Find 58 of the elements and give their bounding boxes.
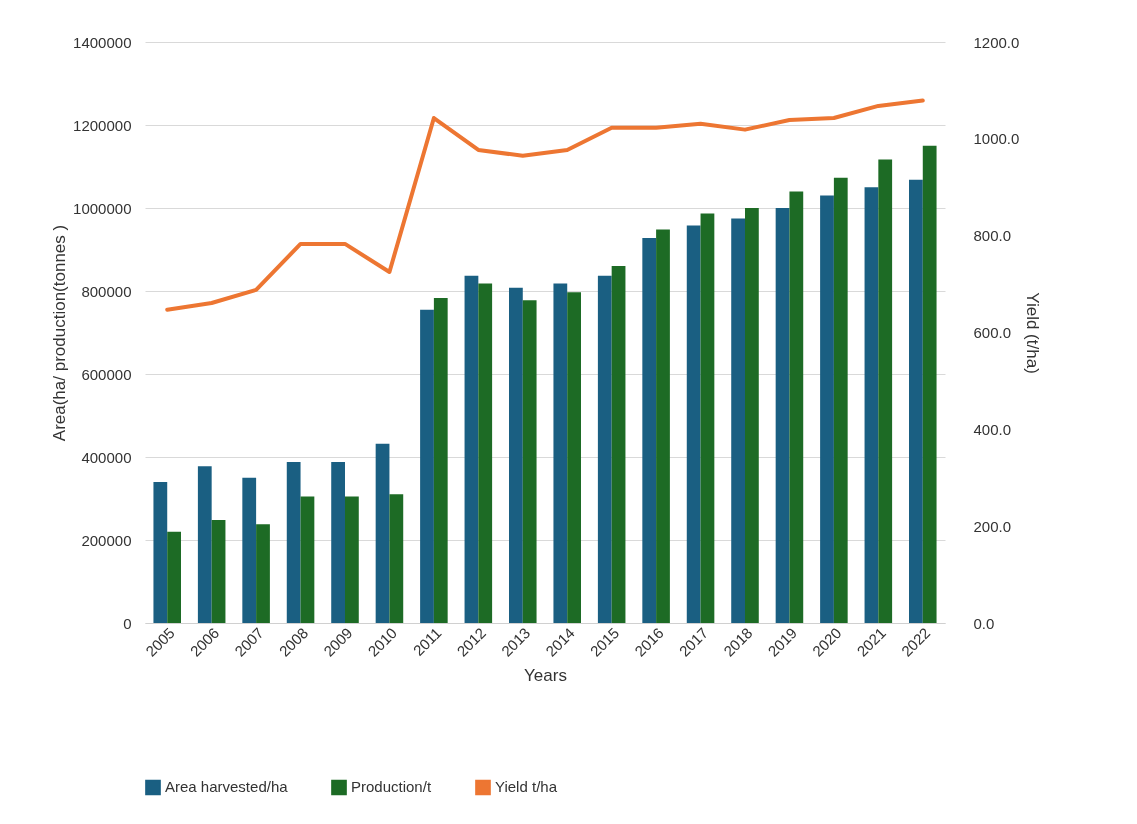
y-tick-label: 600000 <box>81 365 132 383</box>
bar <box>433 298 448 623</box>
line-series <box>165 98 925 312</box>
bar <box>197 466 212 623</box>
bar <box>478 283 493 623</box>
bar <box>864 187 879 623</box>
bar <box>700 213 715 623</box>
bar <box>833 177 848 623</box>
y-tick-label: 200000 <box>81 531 132 549</box>
bar <box>167 531 181 623</box>
bar <box>611 266 626 623</box>
bar <box>286 461 301 623</box>
bar <box>389 494 404 623</box>
bar <box>553 283 568 623</box>
y2-tick-label: 800.0 <box>973 227 1012 245</box>
bar <box>642 237 657 623</box>
y2-tick-label: 1000.0 <box>973 130 1020 148</box>
bar <box>345 496 359 623</box>
bar <box>300 496 315 623</box>
bar <box>656 229 670 623</box>
bar <box>567 292 581 623</box>
bar <box>331 461 345 623</box>
bar <box>375 443 390 623</box>
y-tick-label: 1000000 <box>73 199 132 217</box>
y-tick-label: 1400000 <box>73 33 132 51</box>
bar <box>745 208 759 623</box>
legend-label: Area harvested/ha <box>165 778 289 796</box>
bar <box>242 477 257 623</box>
bar <box>878 159 893 623</box>
y2-tick-label: 400.0 <box>973 420 1012 438</box>
y-tick-label: 800000 <box>81 282 132 300</box>
y-axis-title: Area(ha/ production(tonnes ) <box>50 224 70 442</box>
y2-tick-label: 1200.0 <box>973 33 1020 51</box>
y-tick-label: 400000 <box>81 448 132 466</box>
y2-tick-label: 200.0 <box>973 517 1012 535</box>
y-tick-label: 0 <box>123 614 132 632</box>
y2-tick-label: 0.0 <box>973 614 995 632</box>
bar <box>597 275 612 623</box>
y2-tick-label: 600.0 <box>973 324 1012 341</box>
bar <box>509 287 523 623</box>
bar <box>909 179 923 623</box>
bar <box>820 195 834 623</box>
bar <box>153 481 168 623</box>
bar <box>775 208 790 623</box>
bar <box>789 191 804 623</box>
y2-axis-title: Yield (t/ha) <box>1023 292 1043 374</box>
bar <box>256 524 270 623</box>
bar <box>522 300 537 623</box>
x-axis-title: Years <box>524 665 567 685</box>
legend-label: Yield t/ha <box>495 778 558 796</box>
legend-label: Production/t <box>351 778 432 796</box>
bar <box>922 145 937 623</box>
y-tick-label: 1200000 <box>73 116 132 134</box>
bar <box>420 309 434 623</box>
bar <box>686 225 701 623</box>
bar <box>464 275 479 623</box>
bar <box>211 520 226 623</box>
bar <box>731 218 745 623</box>
